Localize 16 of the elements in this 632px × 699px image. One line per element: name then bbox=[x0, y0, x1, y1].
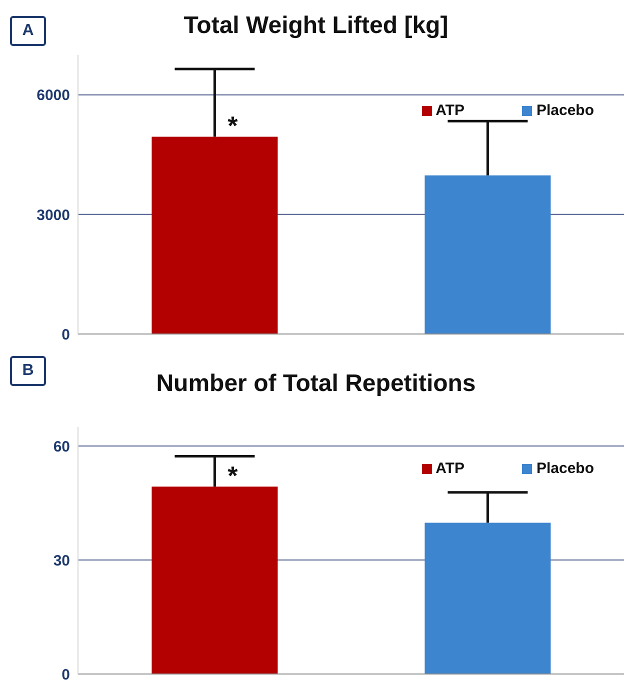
y-tick-label: 60 bbox=[53, 438, 70, 456]
y-tick-label: 3000 bbox=[36, 206, 70, 224]
chart-title: Number of Total Repetitions bbox=[156, 370, 476, 397]
chart-title: Total Weight Lifted [kg] bbox=[184, 12, 448, 39]
text: B bbox=[10, 356, 46, 386]
annotation: * bbox=[228, 460, 239, 491]
legend-label: ATP bbox=[434, 460, 464, 477]
y-tick-label: 0 bbox=[62, 666, 70, 684]
legend-label: ATP bbox=[434, 102, 464, 119]
legend-label: Placebo bbox=[535, 102, 594, 119]
annotation: * bbox=[228, 110, 239, 141]
text: A bbox=[10, 16, 46, 46]
y-tick-label: 0 bbox=[62, 326, 70, 344]
legend-label: Placebo bbox=[535, 460, 594, 477]
y-tick-label: 6000 bbox=[36, 87, 70, 104]
y-tick-label: 30 bbox=[53, 552, 70, 570]
